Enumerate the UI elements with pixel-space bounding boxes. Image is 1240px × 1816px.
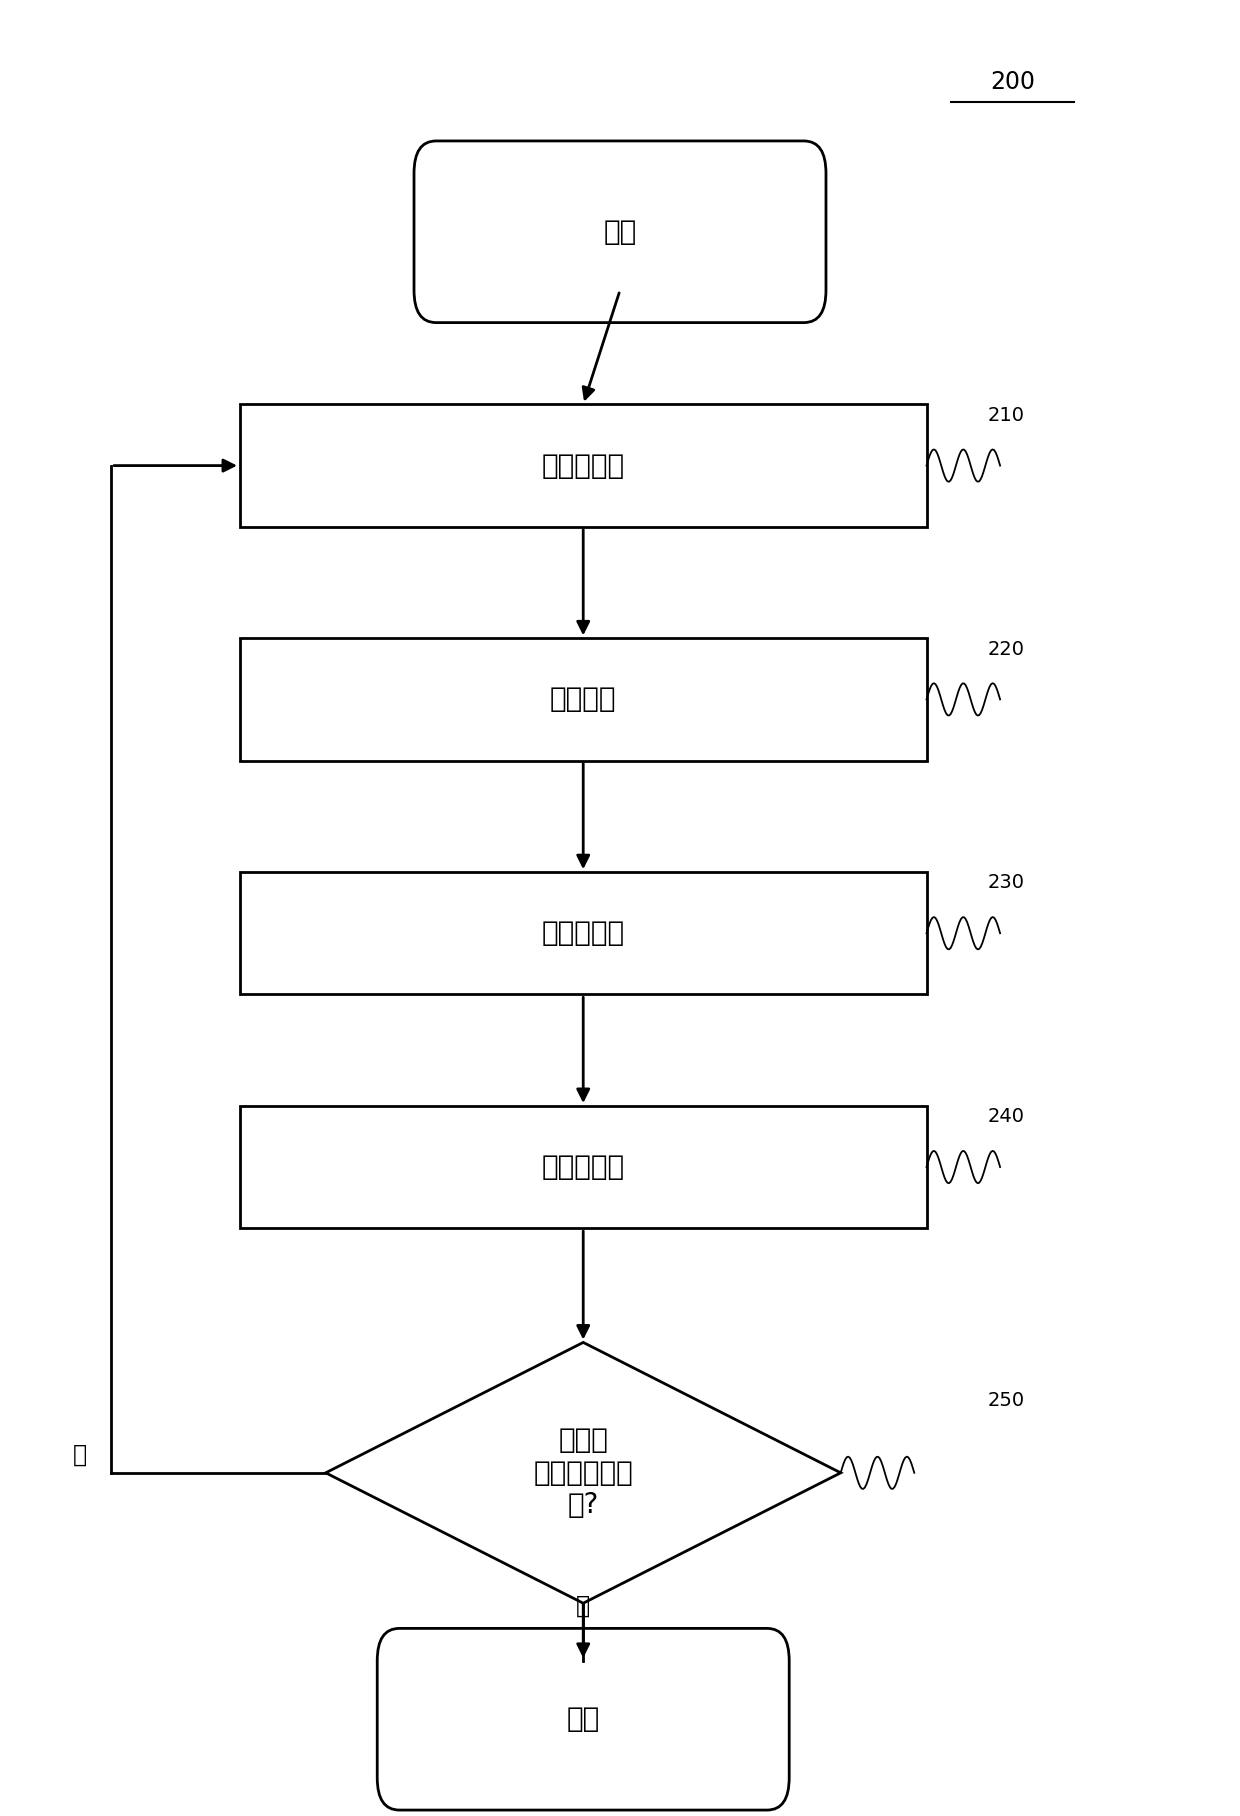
- Text: 自由组合: 自由组合: [551, 685, 616, 714]
- Text: 输出了
所有的原始块
吗?: 输出了 所有的原始块 吗?: [533, 1426, 634, 1520]
- Text: 240: 240: [988, 1108, 1024, 1126]
- Text: 210: 210: [988, 405, 1024, 425]
- FancyBboxPatch shape: [239, 1106, 926, 1228]
- FancyBboxPatch shape: [239, 872, 926, 995]
- Text: 开始: 开始: [604, 218, 636, 245]
- Text: 200: 200: [990, 69, 1035, 94]
- Text: 准备块集合: 准备块集合: [542, 452, 625, 479]
- Text: 250: 250: [988, 1391, 1025, 1411]
- FancyBboxPatch shape: [377, 1629, 789, 1811]
- Text: 否: 否: [72, 1444, 87, 1467]
- Text: 结束: 结束: [567, 1705, 600, 1732]
- Text: 是: 是: [577, 1594, 590, 1618]
- Text: 230: 230: [988, 873, 1024, 892]
- Polygon shape: [326, 1342, 841, 1604]
- FancyBboxPatch shape: [239, 637, 926, 761]
- Text: 220: 220: [988, 639, 1024, 659]
- Text: 输出部分解: 输出部分解: [542, 1153, 625, 1180]
- FancyBboxPatch shape: [239, 405, 926, 527]
- FancyBboxPatch shape: [414, 142, 826, 323]
- Text: 获得部分解: 获得部分解: [542, 919, 625, 948]
